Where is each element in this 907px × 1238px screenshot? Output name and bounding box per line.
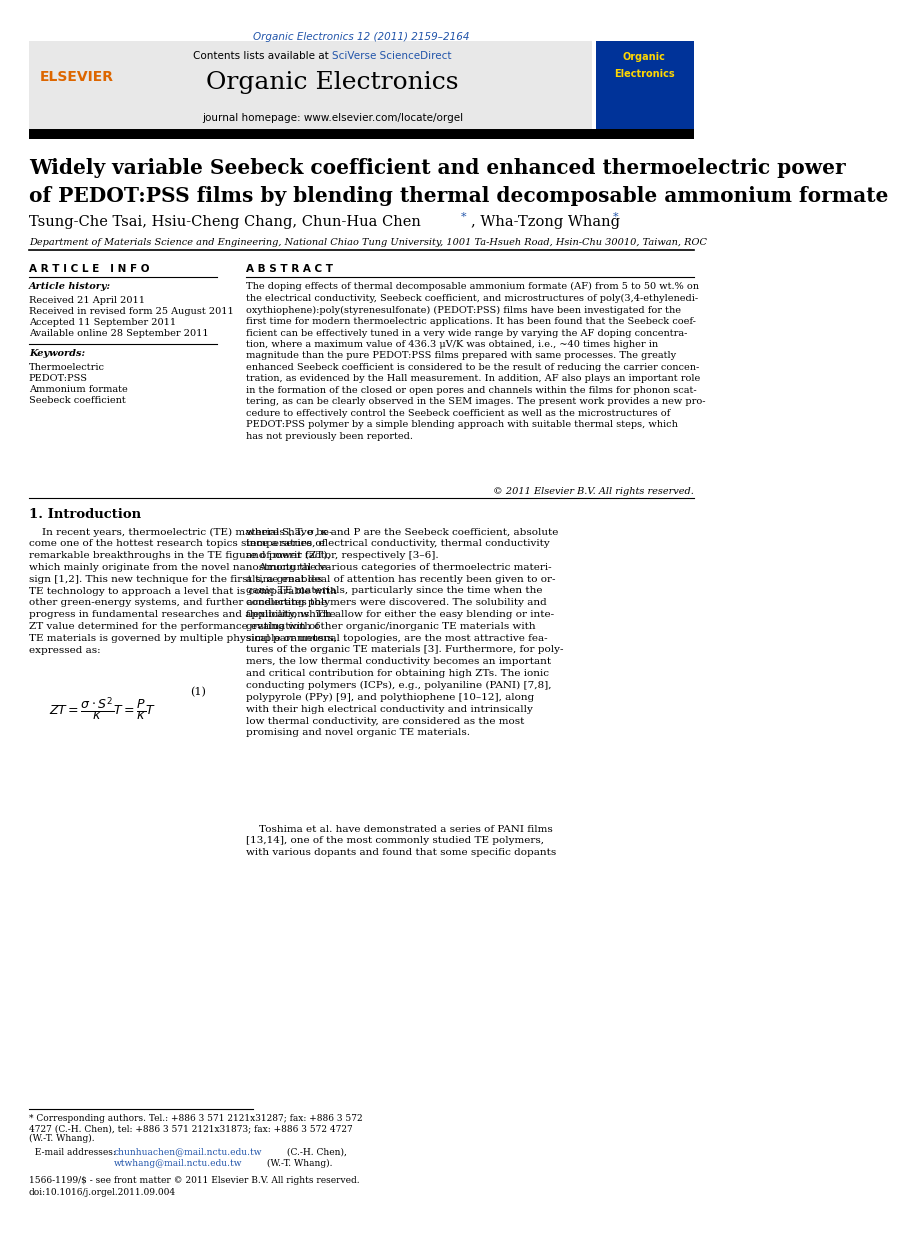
Text: A B S T R A C T: A B S T R A C T (246, 264, 333, 274)
Text: E-mail addresses:: E-mail addresses: (29, 1148, 119, 1156)
Text: Accepted 11 September 2011: Accepted 11 September 2011 (29, 318, 176, 327)
Text: (C.-H. Chen),: (C.-H. Chen), (284, 1148, 346, 1156)
Text: of PEDOT:PSS films by blending thermal decomposable ammonium formate: of PEDOT:PSS films by blending thermal d… (29, 186, 888, 206)
FancyBboxPatch shape (29, 129, 694, 139)
Text: doi:10.1016/j.orgel.2011.09.004: doi:10.1016/j.orgel.2011.09.004 (29, 1188, 176, 1197)
Text: *: * (461, 212, 466, 222)
Text: * Corresponding authors. Tel.: +886 3 571 2121x31287; fax: +886 3 572: * Corresponding authors. Tel.: +886 3 57… (29, 1114, 363, 1123)
Text: , Wha-Tzong Whang: , Wha-Tzong Whang (471, 215, 620, 229)
Text: The doping effects of thermal decomposable ammonium formate (AF) from 5 to 50 wt: The doping effects of thermal decomposab… (246, 282, 705, 441)
Text: Seebeck coefficient: Seebeck coefficient (29, 396, 126, 405)
Text: 1. Introduction: 1. Introduction (29, 508, 141, 521)
Text: $ZT = \dfrac{\sigma \cdot S^2}{\kappa}T = \dfrac{P}{\kappa}T$: $ZT = \dfrac{\sigma \cdot S^2}{\kappa}T … (49, 696, 157, 723)
Text: (W.-T. Whang).: (W.-T. Whang). (264, 1159, 332, 1167)
Text: 1566-1199/$ - see front matter © 2011 Elsevier B.V. All rights reserved.: 1566-1199/$ - see front matter © 2011 El… (29, 1176, 359, 1185)
Text: (1): (1) (190, 687, 206, 697)
Text: Organic Electronics 12 (2011) 2159–2164: Organic Electronics 12 (2011) 2159–2164 (253, 32, 470, 42)
FancyBboxPatch shape (596, 41, 694, 130)
Text: Organic Electronics: Organic Electronics (206, 71, 459, 94)
Text: Department of Materials Science and Engineering, National Chiao Tung University,: Department of Materials Science and Engi… (29, 238, 707, 246)
Text: Toshima et al. have demonstrated a series of PANI films
[13,14], one of the most: Toshima et al. have demonstrated a serie… (246, 825, 556, 857)
Text: Organic: Organic (623, 52, 666, 62)
Text: Tsung-Che Tsai, Hsiu-Cheng Chang, Chun-Hua Chen: Tsung-Che Tsai, Hsiu-Cheng Chang, Chun-H… (29, 215, 421, 229)
Text: *: * (612, 212, 619, 222)
Text: In recent years, thermoelectric (TE) materials have be-
come one of the hottest : In recent years, thermoelectric (TE) mat… (29, 527, 336, 655)
Text: journal homepage: www.elsevier.com/locate/orgel: journal homepage: www.elsevier.com/locat… (201, 113, 463, 123)
Text: © 2011 Elsevier B.V. All rights reserved.: © 2011 Elsevier B.V. All rights reserved… (493, 487, 694, 495)
Text: wtwhang@mail.nctu.edu.tw: wtwhang@mail.nctu.edu.tw (113, 1159, 242, 1167)
Text: chunhuachen@mail.nctu.edu.tw: chunhuachen@mail.nctu.edu.tw (113, 1148, 262, 1156)
Text: Contents lists available at: Contents lists available at (193, 51, 332, 61)
Text: Widely variable Seebeck coefficient and enhanced thermoelectric power: Widely variable Seebeck coefficient and … (29, 158, 845, 178)
Text: Received 21 April 2011: Received 21 April 2011 (29, 296, 145, 305)
Text: Article history:: Article history: (29, 282, 111, 291)
Text: Received in revised form 25 August 2011: Received in revised form 25 August 2011 (29, 307, 234, 316)
Text: where S, T, σ, κ and P are the Seebeck coefficient, absolute
temperature, electr: where S, T, σ, κ and P are the Seebeck c… (246, 527, 563, 738)
Text: Electronics: Electronics (614, 69, 675, 79)
Text: (W.-T. Whang).: (W.-T. Whang). (29, 1134, 94, 1143)
Text: 4727 (C.-H. Chen), tel: +886 3 571 2121x31873; fax: +886 3 572 4727: 4727 (C.-H. Chen), tel: +886 3 571 2121x… (29, 1124, 353, 1133)
Text: Ammonium formate: Ammonium formate (29, 385, 128, 394)
Text: PEDOT:PSS: PEDOT:PSS (29, 374, 88, 383)
FancyBboxPatch shape (29, 41, 592, 130)
Text: A R T I C L E   I N F O: A R T I C L E I N F O (29, 264, 150, 274)
Text: Thermoelectric: Thermoelectric (29, 363, 105, 371)
Text: ELSEVIER: ELSEVIER (40, 69, 113, 84)
Text: SciVerse ScienceDirect: SciVerse ScienceDirect (332, 51, 452, 61)
Text: Keywords:: Keywords: (29, 349, 85, 358)
Text: Available online 28 September 2011: Available online 28 September 2011 (29, 329, 209, 338)
